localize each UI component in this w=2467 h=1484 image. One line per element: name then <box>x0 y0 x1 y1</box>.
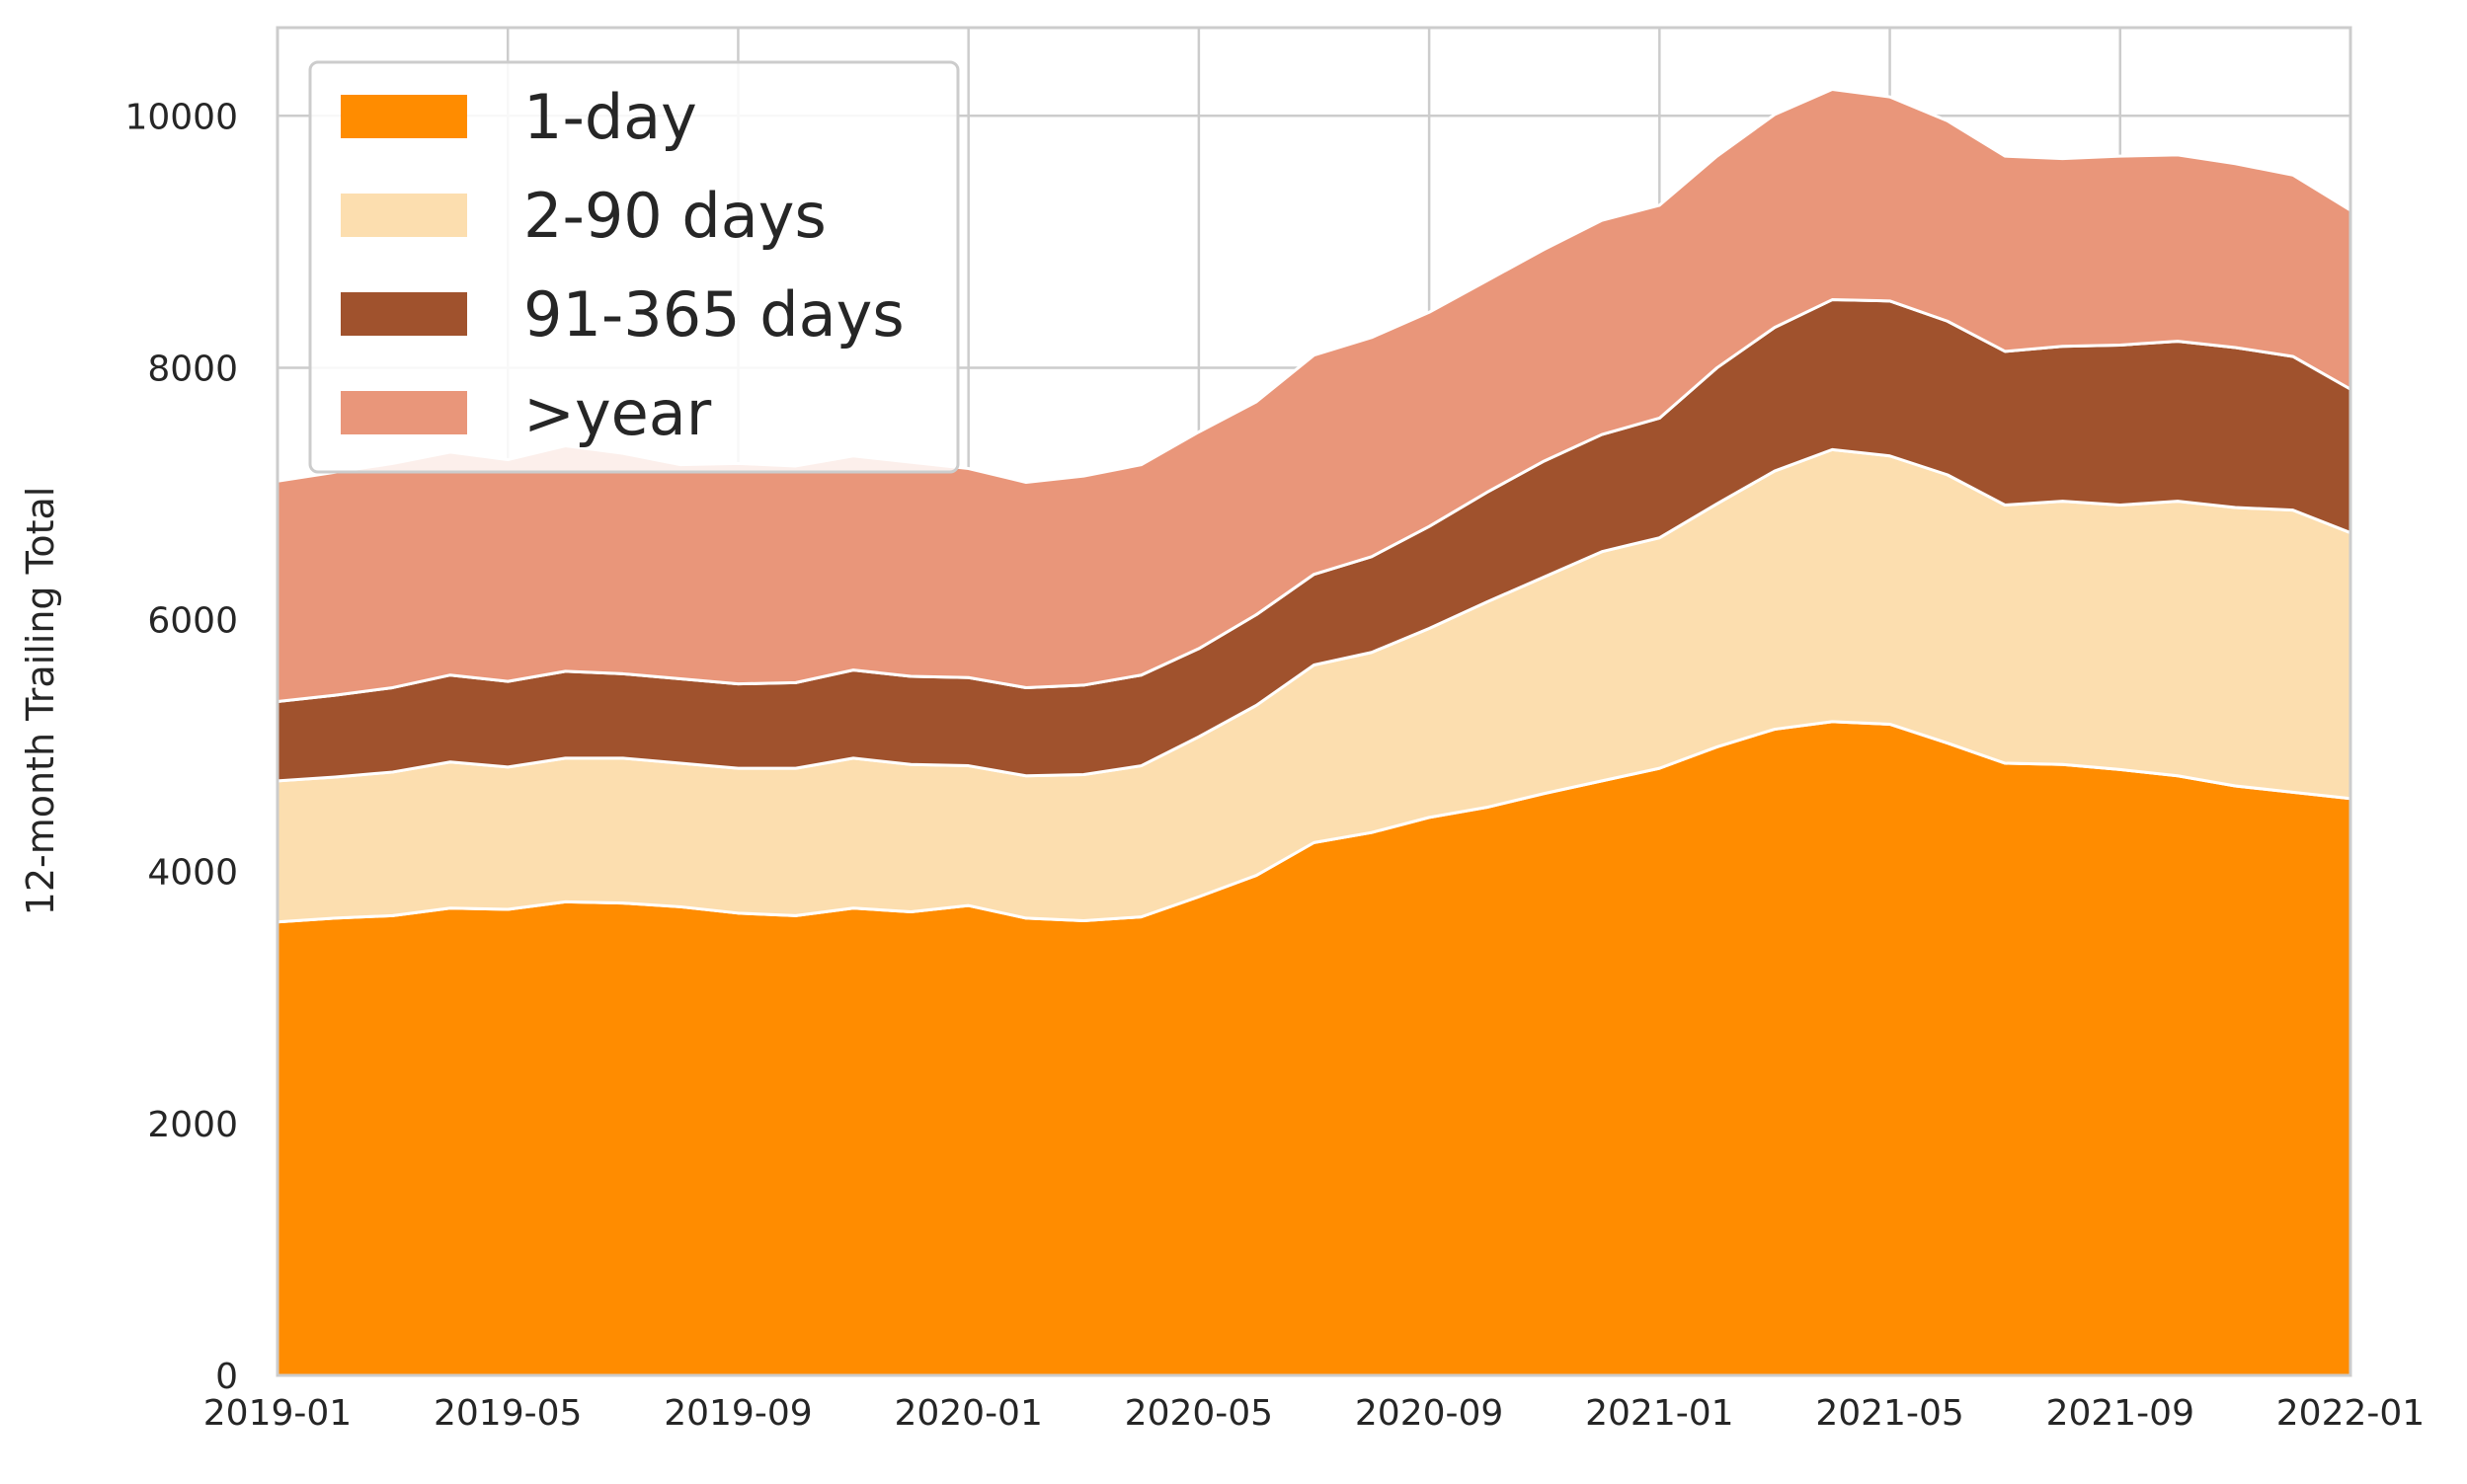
x-tick-label: 2021-05 <box>1815 1393 1963 1434</box>
y-tick-label: 10000 <box>124 97 238 137</box>
x-tick-label: 2019-09 <box>664 1393 812 1434</box>
legend-label: 2-90 days <box>523 180 827 252</box>
y-tick-label: 6000 <box>147 601 238 642</box>
y-tick-label: 8000 <box>147 349 238 389</box>
y-axis-title: 12-month Trailing Total <box>19 487 62 916</box>
x-tick-label: 2020-09 <box>1355 1393 1503 1434</box>
x-tick-label: 2021-09 <box>2046 1393 2194 1434</box>
plot-frame <box>276 26 2352 1377</box>
legend: 1-day 2-90 days 91-365 days >year <box>308 60 960 474</box>
x-tick-labels: 2019-01 2019-05 2019-09 2020-01 2020-05 2020-… <box>203 1393 2425 1434</box>
plot-border <box>276 26 2352 1377</box>
legend-label: 1-day <box>523 81 697 153</box>
x-tick-label: 2020-05 <box>1125 1393 1273 1434</box>
x-tick-label: 2019-01 <box>203 1393 352 1434</box>
legend-label: 91-365 days <box>523 278 905 351</box>
legend-box <box>308 60 960 474</box>
legend-swatch <box>341 391 467 434</box>
y-tick-label: 2000 <box>147 1105 238 1145</box>
legend-swatch <box>341 194 467 237</box>
x-tick-label: 2021-01 <box>1585 1393 1733 1434</box>
y-tick-label: 0 <box>215 1357 238 1397</box>
x-tick-label: 2020-01 <box>894 1393 1042 1434</box>
legend-swatch <box>341 95 467 138</box>
legend-swatch <box>341 292 467 336</box>
x-tick-label: 2022-01 <box>2276 1393 2425 1434</box>
y-tick-label: 4000 <box>147 853 238 894</box>
legend-label: >year <box>523 377 712 449</box>
x-tick-label: 2019-05 <box>434 1393 582 1434</box>
y-tick-labels: 0 2000 4000 6000 8000 10000 <box>124 97 238 1397</box>
